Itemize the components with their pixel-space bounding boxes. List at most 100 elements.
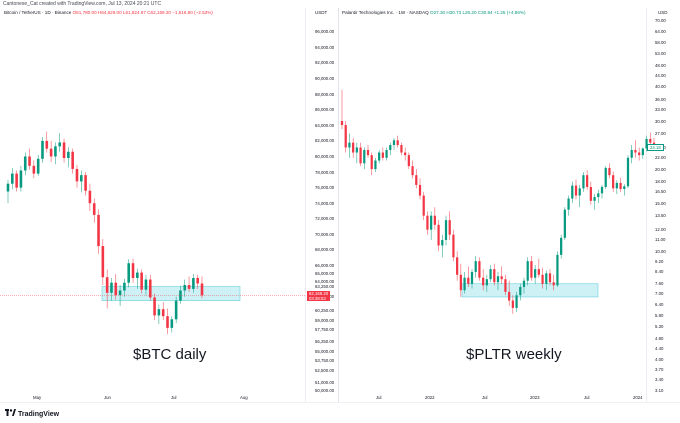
pltr-candle-body	[340, 121, 344, 126]
btc-candle-body	[174, 300, 178, 320]
pltr-candle-body	[608, 167, 611, 176]
pltr-candle-body	[504, 279, 507, 292]
pltr-candle-body	[593, 197, 596, 201]
pltr-candle-body	[619, 182, 622, 190]
btc-candle-body	[105, 277, 109, 293]
pltr-y-tick-label: 20.00	[655, 166, 666, 172]
pltr-candle-body	[511, 300, 514, 308]
pltr-candle-body	[500, 276, 503, 280]
pltr-x-tick-label: 2024	[633, 395, 643, 400]
pltr-candle-body	[430, 215, 433, 230]
btc-x-tick-label: Jun	[104, 395, 111, 400]
pltr-y-tick-label: 7.60	[655, 281, 664, 287]
btc-y-tick-label: 65,000.00	[315, 270, 335, 276]
pltr-x-tick-label: 2023	[530, 395, 540, 400]
btc-y-tick-label: 68,000.00	[315, 247, 335, 253]
pltr-candle-body	[574, 185, 578, 196]
pltr-candle-body	[615, 182, 618, 189]
pltr-last-price-tag: 24.18	[647, 143, 664, 151]
pltr-candle-body	[433, 215, 436, 225]
btc-candle-body	[183, 285, 187, 291]
pltr-candle-body	[638, 152, 641, 156]
pltr-candle-body	[508, 291, 511, 301]
tradingview-logo: TradingView	[5, 409, 59, 418]
btc-candle-body	[110, 282, 113, 293]
pltr-candle-body	[552, 282, 555, 286]
pltr-candle-body	[392, 140, 396, 146]
pltr-y-tick-label: 3.40	[655, 376, 664, 382]
btc-pair-label: Bitcoin / TetherUS · 1D · Binance	[4, 10, 72, 15]
btc-candle-body	[114, 282, 118, 296]
btc-candle-body	[187, 285, 191, 289]
pltr-candle-body	[374, 160, 377, 170]
pltr-candle-body	[641, 148, 644, 156]
pltr-candle-body	[515, 295, 518, 308]
pltr-y-tick-label: 33.00	[655, 107, 666, 113]
btc-candle-body	[92, 203, 96, 215]
pltr-candle-body	[467, 277, 470, 284]
btc-candle-body	[140, 272, 143, 290]
btc-candle-body	[62, 142, 66, 159]
pltr-candle-body	[489, 269, 492, 280]
pltr-candle-body	[478, 261, 481, 278]
pltr-pair-label: Palantir Technologies Inc. · 1W · NASDAQ	[342, 10, 429, 15]
pltr-candle-body	[560, 237, 563, 255]
btc-candle-body	[153, 297, 156, 316]
btc-candle-body	[19, 170, 23, 188]
pltr-candle-body	[459, 274, 462, 291]
btc-last-price: 62,169.20	[309, 291, 329, 297]
pltr-y-tick-label: 48.00	[655, 62, 666, 68]
pltr-candle-body	[415, 175, 418, 185]
pltr-currency: USD	[658, 10, 668, 15]
pltr-candle-body	[456, 257, 459, 275]
pltr-candle-body	[567, 198, 570, 210]
pltr-candle-body	[355, 147, 358, 153]
pltr-candle-body	[366, 149, 370, 156]
pltr-x-tick-label: Jul	[482, 395, 488, 400]
pltr-candle-body	[582, 175, 585, 189]
pltr-candle-body	[463, 277, 466, 291]
pltr-y-tick-label: 15.00	[655, 200, 666, 206]
pltr-y-tick-label: 13.50	[655, 213, 666, 219]
btc-candle-body	[157, 309, 161, 316]
btc-y-tick-label: 63,250.00	[315, 284, 335, 290]
btc-candle-body	[166, 316, 169, 328]
tradingview-icon	[5, 409, 16, 418]
btc-candle-body	[36, 158, 40, 174]
pltr-candle-body	[541, 274, 544, 284]
pltr-candle-body	[496, 276, 500, 283]
btc-y-tick-label: 70,000.00	[315, 231, 335, 237]
pltr-candle-body	[404, 152, 407, 156]
pltr-y-tick-label: 12.00	[655, 227, 666, 233]
pltr-y-tick-label: 6.40	[655, 301, 664, 307]
btc-candle-body	[118, 290, 122, 296]
pltr-candle-body	[396, 140, 399, 146]
pltr-candle-body	[589, 186, 592, 201]
pltr-candle-body	[411, 166, 414, 176]
pltr-y-tick-label: 70.00	[655, 18, 666, 24]
btc-candle-body	[136, 272, 139, 279]
pltr-candle-body	[597, 193, 600, 198]
pltr-candle-body	[378, 152, 381, 161]
btc-x-tick-label: Aug	[240, 395, 248, 400]
pltr-candle-body	[370, 155, 373, 170]
btc-y-tick-label: 50,000.00	[315, 387, 335, 393]
btc-y-tick-label: 78,000.00	[315, 169, 335, 175]
pltr-y-tick-label: 8.40	[655, 269, 664, 275]
pltr-candle-body	[537, 269, 540, 275]
btc-candle-body	[67, 151, 70, 159]
pltr-chart-label: $PLTR weekly	[466, 346, 562, 363]
pltr-y-tick-label: 44.00	[655, 73, 666, 79]
pltr-y-tick-label: 5.30	[655, 324, 664, 330]
pltr-y-tick-label: 18.00	[655, 179, 666, 185]
pltr-y-tick-label: 64.00	[655, 28, 666, 34]
btc-candle-body	[97, 214, 100, 247]
pltr-candle-body	[586, 175, 589, 187]
pltr-candle-body	[441, 239, 444, 246]
btc-y-tick-label: 66,000.00	[315, 263, 335, 269]
pltr-candle-body	[407, 155, 410, 167]
btc-candle-body	[88, 190, 92, 204]
pltr-title: Palantir Technologies Inc. · 1W · NASDAQ…	[342, 10, 526, 15]
pltr-y-tick-label: 53.00	[655, 51, 666, 57]
pltr-candle-body	[474, 261, 477, 272]
